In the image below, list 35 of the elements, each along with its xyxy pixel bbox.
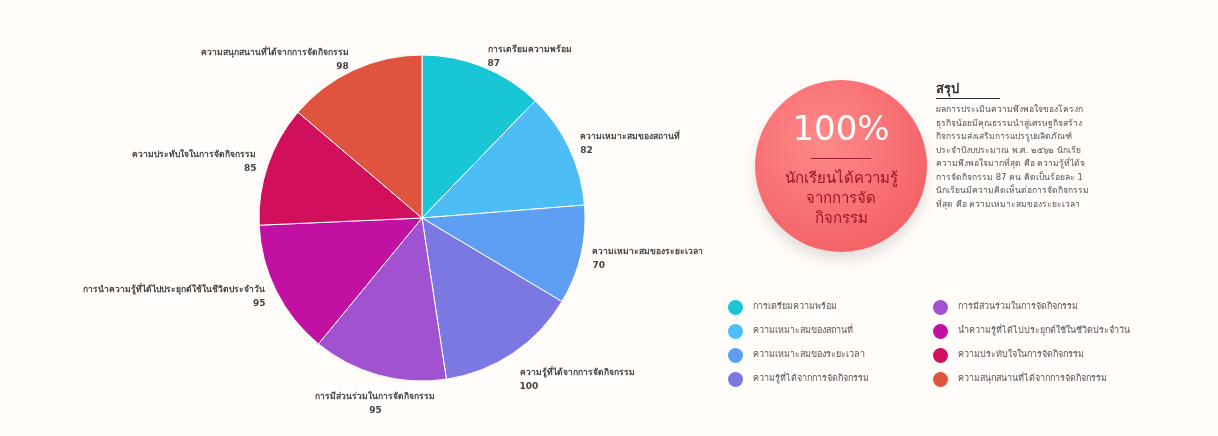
data-label: 95: [252, 298, 266, 309]
text: ความรู้ที่ได้จากการจัดกิจกรรม: [519, 365, 635, 379]
text: การจัดกิจกรรม 87 คน คิดเป็นร้อยละ 1: [936, 170, 1084, 184]
data-label: 100: [519, 381, 539, 392]
legend-label: ความรู้ที่ได้จากการจัดกิจกรรม: [753, 372, 870, 385]
data-label: 85: [243, 163, 257, 174]
text: ความเหมาะสมของสถานที่: [580, 129, 681, 142]
text: ผลการประเมินความพึงพอใจของโครงก: [936, 103, 1083, 116]
text: สรุป: [936, 80, 959, 99]
legend-label: ความเหมาะสมของสถานที่: [753, 324, 854, 337]
text: กิจกรรมส่งเสริมการแปรรูปผลิตภัณฑ์: [936, 130, 1072, 143]
text: ที่สุด คือ ความเหมาะสมของระยะเวลา: [936, 197, 1081, 211]
legend-label: นำความรู้ที่ได้ไปประยุกต์ใช้ในชีวิตประจำวัน: [958, 324, 1131, 337]
data-label: 70: [592, 259, 605, 270]
legend-label: ความสนุกสนานที่ได้จากการจัดกิจกรรม: [958, 372, 1108, 385]
data-label: 98: [336, 61, 349, 72]
legend-label: การมีส่วนร่วมในการจัดกิจกรรม: [958, 300, 1079, 313]
text: ธุรกิจน้อยมีคุณธรรมนำสู่เศรษฐกิจสร้าง: [936, 116, 1082, 130]
text: ความประทับใจในการจัดกิจกรรม: [132, 149, 257, 160]
legend-label: ความประทับใจในการจัดกิจกรรม: [958, 348, 1085, 361]
data-label: 82: [580, 145, 593, 156]
data-label: 95: [369, 404, 382, 415]
text: ประจำปีงบประมาณ พ.ศ. ๒๕๖๒ นักเรีย: [936, 143, 1081, 157]
data-label: 87: [487, 57, 501, 68]
text: นักเรียนมีความคิดเห็นต่อการจัดกิจกรรม: [936, 183, 1089, 197]
legend-label: การเตรียมความพร้อม: [753, 300, 838, 313]
text: การมีส่วนร่วมในการจัดกิจกรรม: [315, 390, 436, 401]
text: 100%: [791, 108, 891, 148]
text: นักเรียนได้ความรู้จากการจัดกิจกรรม: [783, 168, 899, 228]
text: ความสนุกสนานที่ได้จากการจัดกิจกรรม: [200, 45, 349, 59]
text: ความเหมาะสมของระยะเวลา: [592, 245, 704, 256]
legend-label: ความเหมาะสมของระยะเวลา: [753, 348, 866, 361]
text: การเตรียมความพร้อม: [487, 43, 572, 54]
text: ความพึงพอใจมากที่สุด คือ ความรู้ที่ได้จ: [936, 156, 1086, 170]
text: การนำความรู้ที่ได้ไปประยุกต์ใช้ในชีวิตประจำวัน: [83, 282, 266, 296]
